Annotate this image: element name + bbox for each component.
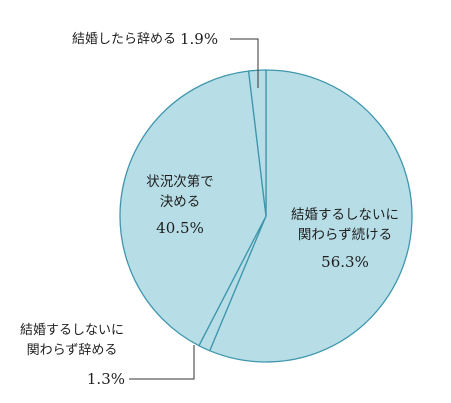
slice-label-depends-line1: 状況次第で	[146, 173, 214, 190]
slice-label-quit-regardless-line2: 関わらず辞める	[27, 343, 118, 358]
slice-label-depends-line2: 決める	[160, 194, 201, 210]
slice-value-quit-regardless: 1.3%	[87, 370, 125, 388]
leader-line-quit-on-marriage	[230, 38, 259, 88]
pie-slices	[119, 69, 413, 363]
slice-label-continue-line1: 結婚するしないに	[291, 207, 399, 223]
slice-value-continue: 56.3%	[321, 253, 369, 271]
slice-label-quit-on-marriage: 結婚したら辞める	[72, 32, 176, 47]
leader-line-quit-regardless	[129, 345, 195, 380]
slice-value-depends: 40.5%	[156, 219, 204, 237]
pie-slice-depends	[119, 70, 267, 347]
slice-label-continue-line2: 関わらず続ける	[298, 227, 392, 243]
pie-slice-continue	[209, 69, 413, 363]
slice-value-quit-on-marriage: 1.9%	[180, 30, 218, 48]
pie-slice-quit-on-marriage	[247, 69, 267, 217]
slice-label-quit-regardless-line1: 結婚するしないに	[20, 323, 124, 338]
